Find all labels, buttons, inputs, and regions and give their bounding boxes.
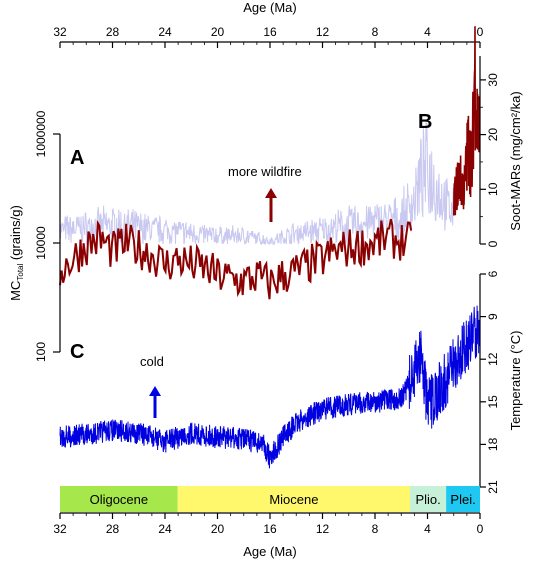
left-axis-ticks: 100 10000 1000000 [34, 110, 60, 362]
temp-tick-label: 21 [486, 480, 500, 494]
temp-axis-title: Temperature (°C) [508, 331, 523, 431]
top-age-axis: 32 28 24 20 16 12 8 4 0 Age (Ma) [53, 0, 484, 48]
temp-axis-ticks: 6 9 12 15 18 21 [480, 270, 500, 494]
bottom-tick-label: 28 [106, 522, 120, 536]
soot-mar-recent-series [453, 26, 481, 216]
soot-tick-label: 20 [486, 128, 500, 142]
epoch-label: Plio. [415, 492, 440, 507]
soot-axis-title: Soot-MARs (mg/cm²/ka) [508, 91, 523, 230]
top-tick-label: 4 [424, 25, 431, 39]
epoch-band [177, 486, 411, 512]
bottom-axis-ticks: 32 28 24 20 16 12 8 4 0 [53, 513, 484, 536]
temperature-series [59, 305, 481, 469]
temp-tick-label: 12 [486, 352, 500, 366]
soot-tick-label: 0 [486, 240, 500, 247]
microcharcoal-series [59, 218, 413, 300]
epoch-label: Oligocene [90, 492, 149, 507]
top-tick-label: 28 [106, 25, 120, 39]
bottom-tick-label: 8 [372, 522, 379, 536]
epoch-band [60, 486, 178, 512]
up-arrow-icon [265, 188, 277, 222]
more-wildfire-annotation: more wildfire [228, 164, 302, 179]
epoch-band [446, 486, 480, 512]
bottom-tick-label: 24 [158, 522, 172, 536]
epoch-label: Plei. [450, 492, 475, 507]
top-tick-label: 0 [477, 25, 484, 39]
top-tick-label: 32 [53, 25, 67, 39]
bottom-tick-label: 20 [211, 522, 225, 536]
temperature-panel: 6 9 12 15 18 21 Temperature (°C) C cold [59, 270, 523, 494]
epoch-band [410, 486, 447, 512]
top-tick-label: 16 [263, 25, 277, 39]
epoch-label: Miocene [269, 492, 318, 507]
temp-tick-label: 18 [486, 437, 500, 451]
bottom-age-axis: 32 28 24 20 16 12 8 4 0 Age (Ma) [53, 512, 484, 559]
top-tick-label: 8 [372, 25, 379, 39]
microcharcoal-axis-title: MCTotal (grains/g) [8, 205, 25, 301]
arrow-head [149, 386, 161, 396]
temperature-line [59, 305, 481, 469]
bottom-tick-label: 4 [424, 522, 431, 536]
top-tick-label: 24 [158, 25, 172, 39]
left-tick-label: 1000000 [34, 110, 48, 157]
panel-letter-c: C [70, 341, 84, 363]
geologic-epoch-bar: Oligocene Miocene Plio. Plei. [60, 486, 480, 512]
mc-label-tail: (grains/g) [8, 205, 23, 264]
left-tick-label: 100 [34, 342, 48, 362]
soot-mar-series [59, 120, 455, 246]
temp-tick-label: 15 [486, 395, 500, 409]
soot-tick-label: 10 [486, 182, 500, 196]
panel-letter-b: B [418, 111, 432, 133]
panel-letter-a: A [70, 147, 84, 169]
temperature-axis: 6 9 12 15 18 21 Temperature (°C) [479, 270, 523, 494]
bottom-tick-label: 32 [53, 522, 67, 536]
soot-axis-ticks: 0 10 20 30 [480, 73, 500, 247]
up-arrow-icon [149, 386, 161, 418]
soot-mar-axis: 0 10 20 30 Soot-MARs (mg/cm²/ka) [479, 56, 523, 247]
top-tick-label: 20 [211, 25, 225, 39]
mc-label-main: MC [8, 281, 23, 301]
cold-annotation: cold [140, 354, 164, 369]
arrow-head [265, 188, 277, 198]
bottom-tick-label: 0 [477, 522, 484, 536]
temp-tick-label: 9 [486, 313, 500, 320]
top-axis-title: Age (Ma) [243, 0, 296, 15]
soot-mar-line [59, 120, 455, 246]
microcharcoal-line [59, 218, 413, 300]
bottom-tick-label: 12 [316, 522, 330, 536]
soot-tick-label: 30 [486, 73, 500, 87]
microcharcoal-axis: 100 10000 1000000 MCTotal (grains/g) [8, 110, 61, 362]
top-tick-label: 12 [316, 25, 330, 39]
top-axis-ticks: 32 28 24 20 16 12 8 4 0 [53, 25, 484, 48]
bottom-tick-label: 16 [263, 522, 277, 536]
wildfire-panel: 100 10000 1000000 MCTotal (grains/g) 0 10 20… [8, 26, 523, 362]
left-tick-label: 10000 [34, 226, 48, 260]
soot-mar-recent-line [453, 26, 481, 216]
bottom-axis-title: Age (Ma) [243, 544, 296, 559]
temp-tick-label: 6 [486, 270, 500, 277]
mc-label-sub: Total [16, 263, 25, 280]
